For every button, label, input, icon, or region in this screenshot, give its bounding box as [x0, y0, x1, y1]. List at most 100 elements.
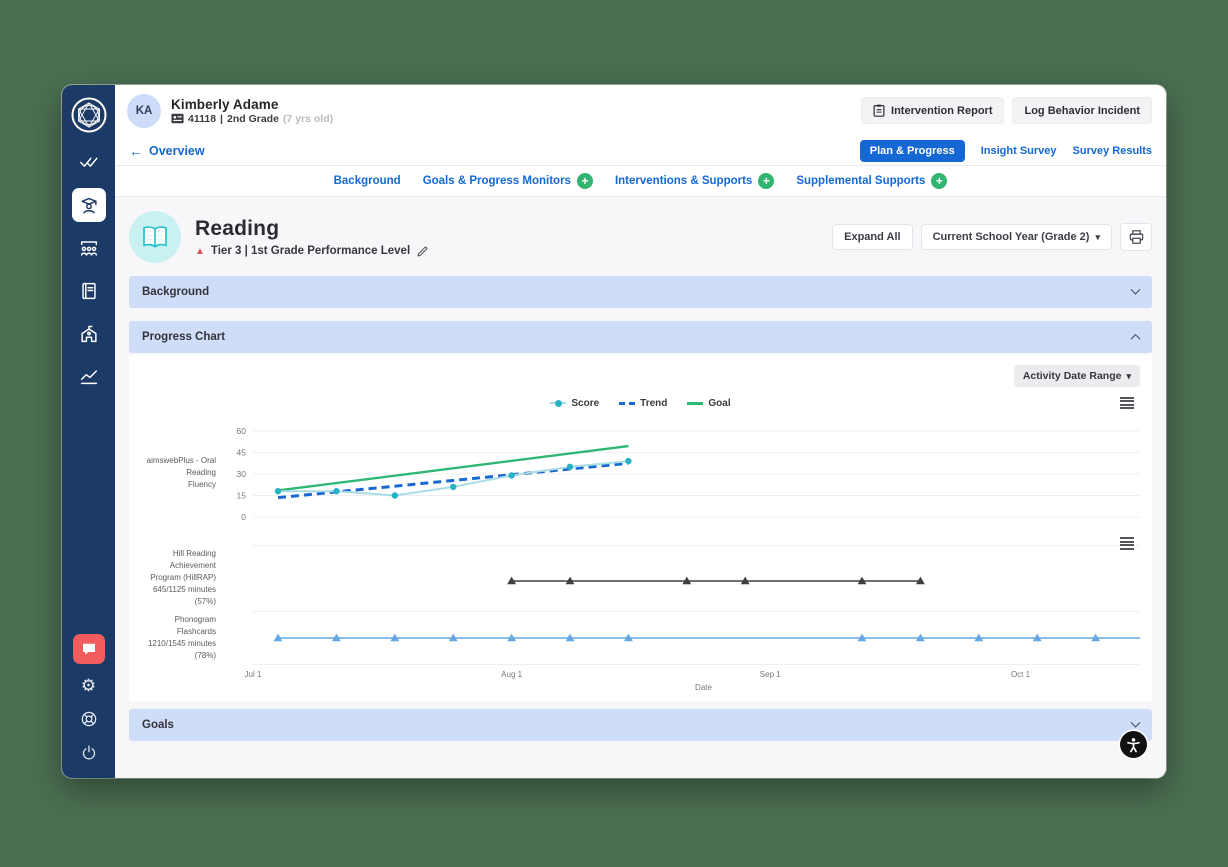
expand-all-button[interactable]: Expand All: [832, 224, 913, 250]
gear-icon: ⚙: [80, 675, 97, 695]
accessibility-widget-button[interactable]: [1120, 731, 1147, 758]
tab-insight-survey[interactable]: Insight Survey: [980, 144, 1057, 157]
main-area: KA Kimberly Adame 41118 | 2nd Grade (7 y…: [115, 85, 1166, 778]
tier-label: Tier 3 | 1st Grade Performance Level: [210, 245, 411, 257]
score-chart-ylabel: aimswebPlus - Oral Reading Fluency: [146, 456, 216, 489]
progress-chart-panel: Activity Date Range ▾ Score Trend: [129, 355, 1152, 701]
phonogram-chart-row: Phonogram Flashcards 1210/1545 minutes (…: [141, 611, 1140, 665]
chevron-up-icon: [1130, 333, 1141, 344]
caret-down-icon: ▾: [1126, 370, 1131, 381]
classroom-icon: [80, 241, 97, 256]
sidebar-item-groups[interactable]: [72, 231, 106, 265]
back-to-overview-link[interactable]: ← Overview: [129, 142, 205, 159]
svg-text:30: 30: [237, 469, 247, 479]
tab-row: ← Overview Plan & Progress Insight Surve…: [115, 136, 1166, 166]
chevron-down-icon: [1130, 717, 1141, 728]
intervention-report-button[interactable]: Intervention Report: [861, 97, 1005, 124]
tier-alert-icon: ▲: [195, 245, 205, 257]
page-title: Reading: [195, 216, 280, 240]
school-icon: [80, 325, 97, 343]
open-book-icon: [143, 226, 167, 248]
caret-down-icon: ▾: [1095, 231, 1100, 242]
x-tick-label: Oct 1: [1010, 670, 1031, 679]
clipboard-icon: [873, 104, 885, 117]
chart-x-axis: Jul 1 Aug 1 Sep 1 Oct 1 Date: [141, 665, 1140, 695]
x-tick-label: Sep 1: [759, 670, 781, 679]
student-icon: [80, 197, 97, 214]
x-tick-label: Aug 1: [501, 670, 523, 679]
hillrap-chart-svg: [253, 545, 1140, 585]
section-subnav: Background Goals & Progress Monitors + I…: [115, 166, 1166, 197]
legend-score[interactable]: Score: [550, 398, 599, 409]
student-grade: 2nd Grade: [227, 112, 279, 125]
trend-swatch-icon: [619, 401, 636, 405]
tab-plan-progress[interactable]: Plan & Progress: [859, 139, 965, 162]
settings-button[interactable]: ⚙: [74, 670, 104, 700]
back-arrow-icon: ←: [129, 142, 143, 159]
legend-goal[interactable]: Goal: [687, 398, 731, 409]
sidebar-item-library[interactable]: [72, 274, 106, 308]
add-goal-button[interactable]: +: [576, 173, 593, 189]
goals-accordion[interactable]: Goals: [129, 709, 1152, 741]
power-icon: [82, 745, 95, 760]
sidebar-item-school[interactable]: [72, 317, 106, 351]
subnav-supplemental-link[interactable]: Supplemental Supports: [796, 175, 926, 187]
x-tick-label: Jul 1: [244, 670, 262, 679]
svg-text:0: 0: [241, 512, 246, 522]
svg-text:15: 15: [237, 491, 247, 501]
subnav-goals-link[interactable]: Goals & Progress Monitors: [422, 175, 571, 187]
activity-date-range-dropdown[interactable]: Activity Date Range ▾: [1013, 365, 1140, 387]
hillrap-chart-row: Hill Reading Achievement Program (HillRA…: [141, 537, 1140, 611]
legend-trend[interactable]: Trend: [619, 398, 667, 409]
intervention-chart-menu-button[interactable]: [1120, 537, 1134, 550]
tab-survey-results[interactable]: Survey Results: [1072, 144, 1152, 157]
student-avatar: KA: [127, 93, 161, 128]
chevron-down-icon: [1130, 284, 1141, 295]
hillrap-chart-label: Hill Reading Achievement Program (HillRA…: [150, 549, 216, 606]
sidebar-item-students[interactable]: [71, 188, 106, 222]
goal-swatch-icon: [687, 401, 704, 405]
subnav-interventions-link[interactable]: Interventions & Supports: [614, 175, 753, 187]
progress-chart-accordion[interactable]: Progress Chart: [129, 321, 1152, 353]
sidebar: ⚙: [62, 85, 115, 778]
svg-text:60: 60: [237, 426, 247, 436]
chart-legend: Score Trend Goal: [141, 395, 1140, 411]
app-window: ⚙ KA Kimberly Adame: [62, 85, 1166, 778]
edit-pencil-icon[interactable]: [416, 245, 429, 258]
add-supplemental-button[interactable]: +: [931, 173, 948, 189]
print-button[interactable]: [1120, 223, 1152, 251]
subject-header: Reading ▲ Tier 3 | 1st Grade Performance…: [129, 197, 1152, 263]
score-chart-row: aimswebPlus - Oral Reading Fluency 0 15 30…: [141, 417, 1140, 529]
help-button[interactable]: [74, 704, 104, 734]
phonogram-chart-label: Phonogram Flashcards 1210/1545 minutes (…: [147, 615, 216, 660]
student-id: 41118: [188, 112, 217, 125]
student-name: Kimberly Adame: [171, 96, 279, 112]
student-header: KA Kimberly Adame 41118 | 2nd Grade (7 y…: [115, 85, 1166, 136]
chart-icon: [80, 370, 97, 385]
book-icon: [81, 282, 96, 300]
x-axis-title: Date: [695, 683, 712, 692]
chart-menu-button[interactable]: [1120, 396, 1134, 410]
reading-subject-icon: [129, 211, 181, 263]
logout-button[interactable]: [74, 738, 104, 768]
meta-separator: |: [220, 112, 223, 125]
chat-bubble-icon: [82, 643, 95, 655]
score-swatch-icon: [550, 399, 567, 407]
id-badge-icon: [171, 113, 184, 124]
log-behavior-incident-button[interactable]: Log Behavior Incident: [1012, 97, 1152, 124]
score-chart-svg: 0 15 30 45 60: [237, 426, 1140, 522]
school-year-dropdown[interactable]: Current School Year (Grade 2) ▾: [920, 224, 1112, 250]
page-content: Reading ▲ Tier 3 | 1st Grade Performance…: [115, 197, 1166, 778]
chat-support-button[interactable]: [72, 634, 105, 664]
branching-minds-logo-icon[interactable]: [68, 94, 110, 136]
life-ring-icon: [81, 711, 96, 727]
double-check-icon: [79, 157, 98, 167]
svg-text:45: 45: [237, 448, 247, 458]
student-age: (7 yrs old): [282, 112, 334, 125]
add-intervention-button[interactable]: +: [758, 173, 775, 189]
sidebar-item-tasks[interactable]: [72, 145, 106, 179]
background-accordion[interactable]: Background: [129, 276, 1152, 308]
phonogram-chart-svg: [253, 611, 1140, 665]
sidebar-item-reports[interactable]: [72, 360, 106, 394]
subnav-background-link[interactable]: Background: [333, 175, 401, 187]
